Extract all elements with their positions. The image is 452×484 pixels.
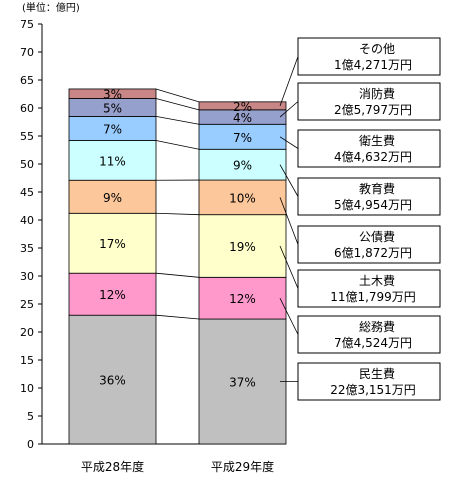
- segment-percent-label: 10%: [229, 191, 256, 205]
- y-tick-label: 15: [20, 354, 34, 367]
- bar-segment: [198, 101, 287, 111]
- callout-box: [297, 82, 441, 121]
- callout-leader-line: [279, 101, 299, 118]
- bar-segment: [198, 214, 287, 278]
- segment-percent-label: 7%: [233, 131, 252, 145]
- bar-segment: [68, 116, 157, 141]
- series-connector-line: [155, 116, 200, 125]
- y-tick-label: 70: [20, 46, 34, 59]
- callout-amount: 2億5,797万円: [334, 103, 412, 117]
- callout-leader-line: [279, 297, 299, 335]
- callout-box: [297, 37, 441, 76]
- y-tick-label: 20: [20, 326, 34, 339]
- segment-percent-label: 12%: [99, 288, 126, 302]
- callout-amount: 5億4,954万円: [334, 198, 412, 212]
- bar-segment: [198, 318, 287, 445]
- callout-box: [297, 177, 441, 216]
- plot-area: 0 5 10 15 20 25 30 35 40 45 50 55 60 65 70 75 36% 12% 17% 9…: [20, 18, 441, 474]
- segment-percent-label: 2%: [233, 100, 252, 114]
- segment-percent-label: 4%: [233, 111, 252, 125]
- bar-segment: [198, 148, 287, 181]
- series-connector-line: [155, 314, 200, 320]
- y-tick-label: 10: [20, 382, 34, 395]
- series-connector-line: [155, 212, 200, 216]
- unit-label: (単位：億円): [22, 1, 80, 14]
- y-tick-label: 55: [20, 130, 34, 143]
- y-tick-label: 45: [20, 186, 34, 199]
- callout-box: [297, 362, 441, 401]
- callout-box: [297, 225, 441, 264]
- callout-name: 消防費: [359, 86, 395, 101]
- segment-percent-label: 3%: [103, 88, 122, 102]
- callout-box: [297, 269, 441, 308]
- callout-leader-line: [279, 197, 299, 245]
- y-tick-label: 65: [20, 74, 34, 87]
- y-tick-label: 30: [20, 270, 34, 283]
- callout-amount: 1億4,271万円: [334, 58, 412, 72]
- y-tick-label: 0: [27, 438, 34, 451]
- segment-percent-label: 37%: [229, 376, 256, 390]
- y-tick-label: 25: [20, 298, 34, 311]
- callout-name: 民生費: [359, 366, 395, 381]
- y-tick-label: 50: [20, 158, 34, 171]
- callout-amount: 7億4,524万円: [334, 336, 412, 350]
- callout-leader-line: [279, 164, 299, 197]
- callout-box: [297, 315, 441, 354]
- segment-percent-label: 19%: [229, 240, 256, 254]
- y-tick-label: 35: [20, 242, 34, 255]
- x-category-label: 平成29年度: [211, 459, 274, 474]
- segment-percent-label: 11%: [99, 154, 126, 168]
- y-tick-label: 60: [20, 102, 34, 115]
- bar-segment: [68, 179, 157, 214]
- bar-segment: [198, 123, 287, 150]
- segment-percent-label: 12%: [229, 292, 256, 306]
- callout-name: その他: [359, 42, 395, 56]
- bar-segment: [68, 140, 157, 181]
- series-connector-line: [155, 98, 200, 111]
- callout-box: [297, 129, 441, 168]
- callout-amount: 11億1,799万円: [330, 290, 416, 304]
- callout-amount: 4億4,632万円: [334, 150, 412, 164]
- segment-percent-label: 7%: [103, 122, 122, 136]
- series-connector-line: [155, 88, 200, 103]
- callout-leader-line: [279, 245, 299, 289]
- x-category-label: 平成28年度: [81, 459, 144, 474]
- callout-amount: 22億3,151万円: [330, 383, 416, 397]
- y-tick-label: 40: [20, 214, 34, 227]
- callout-name: 総務費: [359, 319, 395, 334]
- bar-segment: [198, 179, 287, 216]
- y-tick-label: 5: [27, 410, 34, 423]
- segment-percent-label: 36%: [99, 374, 126, 388]
- callout-name: 衛生費: [359, 133, 395, 148]
- callout-name: 公債費: [359, 229, 395, 244]
- series-connector-line: [155, 140, 200, 150]
- callout-leader-line: [279, 56, 299, 106]
- segment-percent-label: 5%: [103, 101, 122, 115]
- bar-segment: [68, 88, 157, 99]
- y-tick-label: 75: [20, 18, 34, 31]
- callout-leader-line: [279, 136, 299, 149]
- callout-amount: 6億1,872万円: [334, 246, 412, 260]
- series-connector-line: [155, 272, 200, 278]
- bar-segment: [198, 276, 287, 320]
- segment-percent-label: 9%: [233, 159, 252, 173]
- callout-name: 教育費: [359, 181, 395, 196]
- segment-percent-label: 9%: [103, 191, 122, 205]
- callout-name: 土木費: [359, 273, 395, 288]
- segment-percent-label: 17%: [99, 237, 126, 251]
